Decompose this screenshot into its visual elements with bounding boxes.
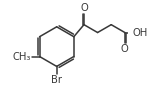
Text: O: O: [80, 3, 88, 13]
Text: CH₃: CH₃: [12, 52, 31, 61]
Text: O: O: [121, 44, 129, 54]
Text: Br: Br: [51, 75, 62, 85]
Text: OH: OH: [132, 28, 148, 38]
